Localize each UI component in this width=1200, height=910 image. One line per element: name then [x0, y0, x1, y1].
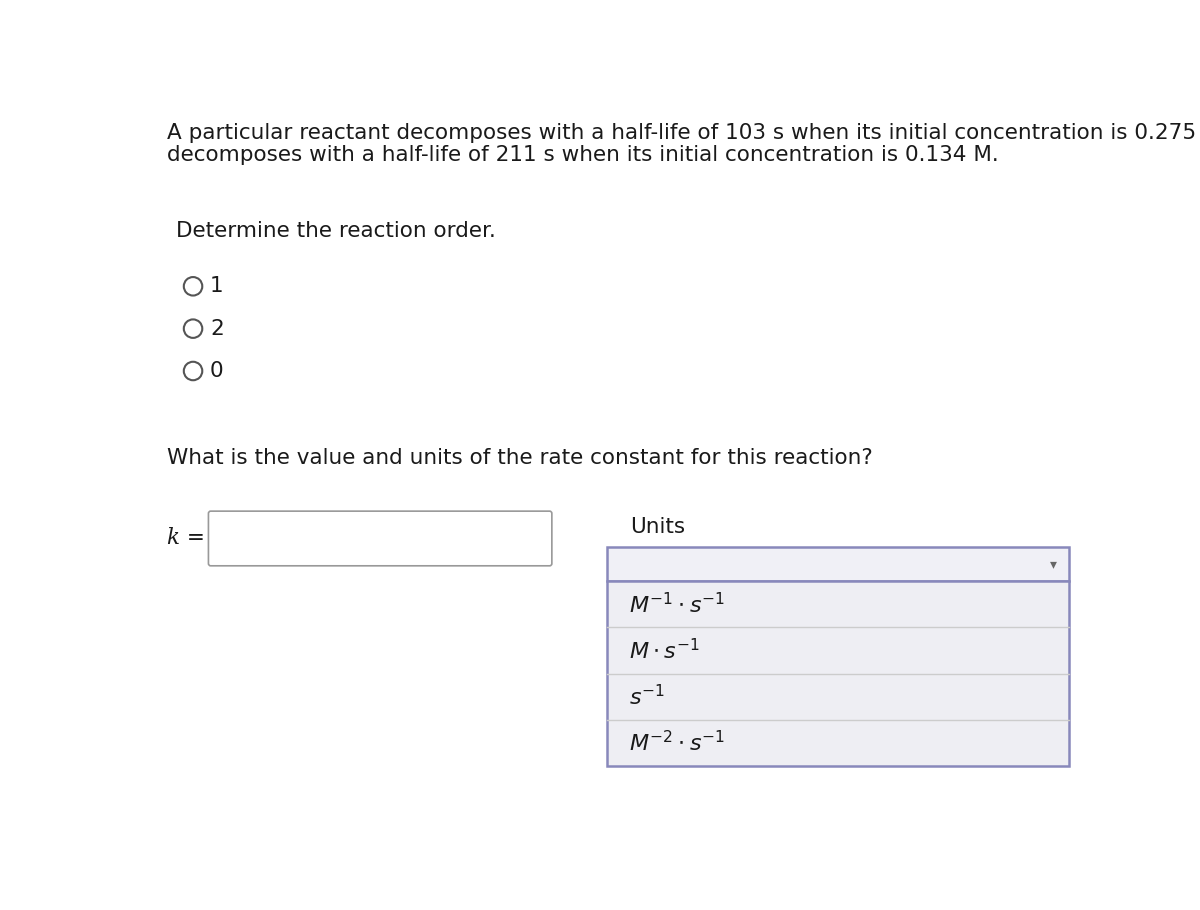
Text: Determine the reaction order.: Determine the reaction order.: [176, 221, 496, 241]
Text: 1: 1: [210, 277, 223, 297]
Text: $M^{-1} \cdot s^{-1}$: $M^{-1} \cdot s^{-1}$: [629, 592, 725, 617]
Text: ▾: ▾: [1050, 557, 1057, 571]
Text: A particular reactant decomposes with a half-life of 103 s when its initial conc: A particular reactant decomposes with a …: [167, 123, 1200, 143]
Text: $M^{-2} \cdot s^{-1}$: $M^{-2} \cdot s^{-1}$: [629, 731, 725, 755]
FancyBboxPatch shape: [607, 581, 1069, 766]
Text: 0: 0: [210, 361, 223, 381]
FancyBboxPatch shape: [209, 511, 552, 566]
Text: Units: Units: [630, 517, 685, 537]
FancyBboxPatch shape: [607, 547, 1069, 581]
Text: decomposes with a half-life of 211 s when its initial concentration is 0.134 M.: decomposes with a half-life of 211 s whe…: [167, 145, 998, 165]
Text: $s^{-1}$: $s^{-1}$: [629, 684, 665, 709]
Text: What is the value and units of the rate constant for this reaction?: What is the value and units of the rate …: [167, 448, 872, 468]
Text: 2: 2: [210, 318, 223, 339]
Text: $M \cdot s^{-1}$: $M \cdot s^{-1}$: [629, 638, 700, 663]
Text: k =: k =: [167, 528, 205, 550]
